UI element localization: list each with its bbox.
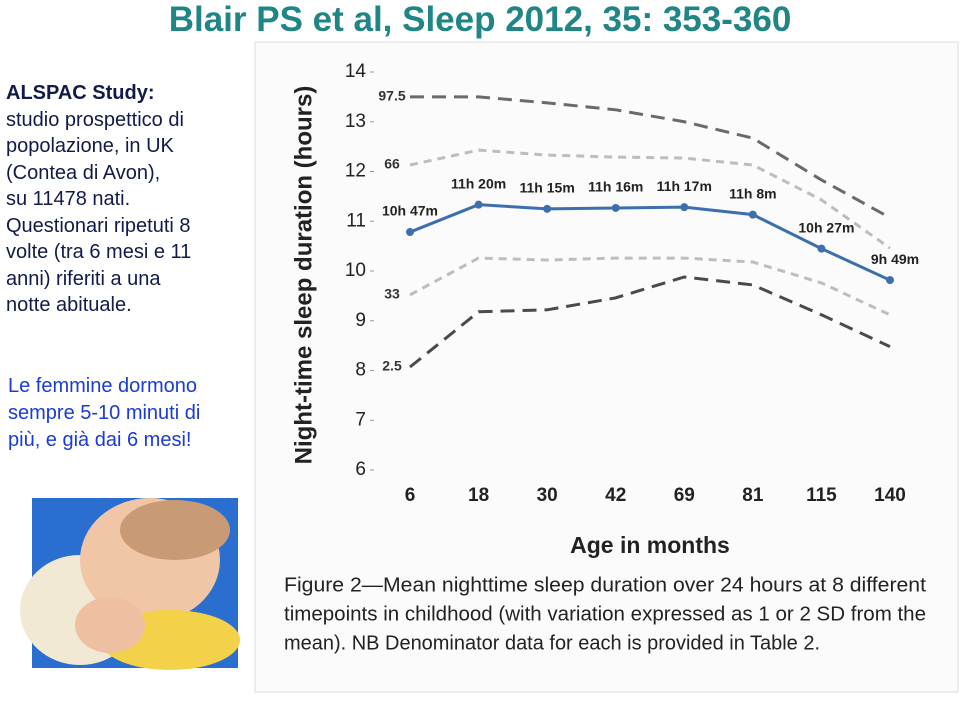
highlight-line: sempre 5-10 minuti di xyxy=(8,402,201,424)
data-point xyxy=(406,228,414,237)
figure-panel xyxy=(254,41,959,693)
data-point xyxy=(543,204,552,213)
figure-caption: Figure 2—Mean nighttime sleep duration o… xyxy=(284,574,926,596)
data-point xyxy=(886,276,894,285)
data-point xyxy=(748,210,757,219)
x-tick-label: 69 xyxy=(674,485,695,506)
study-heading: ALSPAC Study: xyxy=(6,82,155,104)
series-label: 2.5 xyxy=(382,358,402,374)
y-tick-label: 9 xyxy=(355,310,366,331)
study-line: studio prospettico di xyxy=(6,108,184,131)
value-label: 10h 47m xyxy=(382,203,438,219)
x-tick-label: 81 xyxy=(742,485,764,506)
study-text: ALSPAC Study: studio prospettico di popola… xyxy=(6,80,191,319)
y-tick-label: 13 xyxy=(345,111,366,132)
baby-photo xyxy=(20,498,240,670)
figure-caption: timepoints in childhood (with variation … xyxy=(284,603,926,625)
highlight-text: Le femmine dormono sempre 5-10 minuti di p… xyxy=(8,373,200,454)
series-label: 33 xyxy=(384,286,400,302)
study-line: anni) riferiti a una xyxy=(6,267,161,290)
x-tick-label: 18 xyxy=(468,485,489,506)
value-label: 11h 17m xyxy=(657,178,712,194)
value-label: 10h 27m xyxy=(798,219,854,235)
study-line: notte abituale. xyxy=(6,294,132,316)
y-tick-label: 12 xyxy=(345,161,366,182)
study-line: su 11478 nati. xyxy=(6,188,131,210)
study-line: Questionari ripetuti 8 xyxy=(6,214,191,237)
x-tick-label: 30 xyxy=(537,485,558,506)
y-tick-label: 11 xyxy=(346,210,366,231)
y-tick-label: 6 xyxy=(355,459,366,480)
y-axis-label: Night-time sleep duration (hours) xyxy=(290,86,317,465)
series-line xyxy=(409,203,891,282)
y-tick-label: 8 xyxy=(355,360,366,381)
data-point xyxy=(817,244,826,253)
data-point xyxy=(474,200,483,209)
figure-caption: mean). NB Denominator data for each is p… xyxy=(284,632,820,654)
study-line: popolazione, in UK xyxy=(6,135,174,157)
value-label: 11h 20m xyxy=(451,175,506,191)
value-label: 11h 8m xyxy=(729,185,776,201)
highlight-line: più, e già dai 6 mesi! xyxy=(8,429,192,451)
series-line xyxy=(409,275,891,369)
y-tick-label: 14 xyxy=(345,61,367,82)
x-tick-label: 42 xyxy=(605,485,626,506)
series-label: 66 xyxy=(384,156,400,172)
highlight-line: Le femmine dormono xyxy=(8,375,197,397)
study-line: (Contea di Avon), xyxy=(6,161,161,184)
y-tick-label: 7 xyxy=(355,409,366,430)
value-label: 9h 49m xyxy=(871,251,919,267)
study-line: volte (tra 6 mesi e 11 xyxy=(6,241,192,263)
y-tick-label: 10 xyxy=(345,260,366,281)
x-tick-label: 6 xyxy=(405,485,416,506)
series-label: 97.5 xyxy=(378,88,405,104)
value-label: 11h 15m xyxy=(520,180,575,196)
x-axis-label: Age in months xyxy=(570,532,730,558)
series-line xyxy=(409,256,891,317)
series-line xyxy=(409,148,891,250)
x-tick-label: 140 xyxy=(874,485,906,506)
x-tick-label: 115 xyxy=(806,485,837,506)
data-point xyxy=(680,203,689,212)
value-label: 11h 16m xyxy=(588,179,643,195)
slide-title: Blair PS et al, Sleep 2012, 35: 353-360 xyxy=(168,0,792,39)
data-point xyxy=(611,203,620,212)
